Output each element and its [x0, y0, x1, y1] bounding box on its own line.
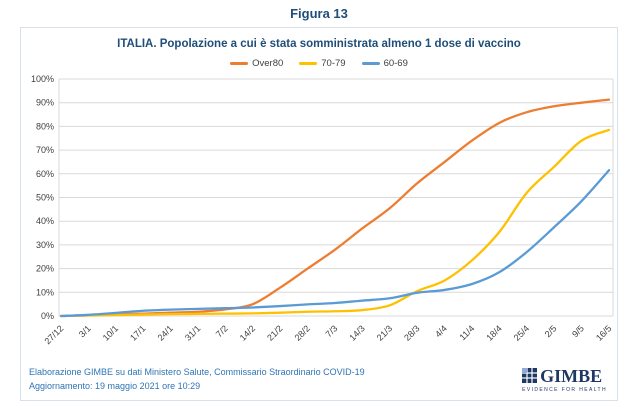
- source-line: Elaborazione GIMBE su dati Ministero Sal…: [29, 367, 365, 377]
- legend-item-over80: Over80: [230, 58, 283, 69]
- vaccination-line-chart: 0% 10% 20% 30% 40% 50% 60% 70% 80% 90% 100% 27/12 3/…: [31, 74, 614, 346]
- y-axis-label: 60%: [36, 169, 54, 179]
- x-axis-label: 14/3: [347, 323, 366, 342]
- legend-swatch-70-79: [299, 62, 318, 65]
- y-axis-label: 30%: [36, 240, 54, 250]
- series-line-70-79: [59, 128, 611, 318]
- y-axis-label: 90%: [36, 98, 54, 108]
- y-axis-label: 10%: [36, 287, 54, 297]
- legend-label-over80: Over80: [252, 58, 284, 69]
- legend-label-60-69: 60-69: [383, 58, 408, 69]
- x-axis-label: 17/1: [128, 323, 147, 342]
- gimbe-logo-icon: [522, 368, 538, 383]
- chart-footer: Elaborazione GIMBE su dati Ministero Sal…: [29, 366, 607, 393]
- y-axis-label: 20%: [36, 264, 54, 274]
- gimbe-tagline: EVIDENCE FOR HEALTH: [522, 386, 607, 393]
- x-axis-label: 4/4: [433, 323, 449, 339]
- x-axis-label: 14/2: [238, 323, 257, 342]
- x-axis-label: 21/2: [265, 323, 284, 342]
- x-axis-label: 11/4: [457, 323, 476, 342]
- x-axis-label: 21/3: [375, 323, 394, 342]
- y-axis-label: 100%: [31, 74, 54, 84]
- x-axis-label: 31/1: [183, 323, 202, 342]
- x-axis-label: 18/4: [484, 323, 503, 342]
- gimbe-logo: GIMBE EVIDENCE FOR HEALTH: [522, 367, 607, 393]
- y-axis-label: 40%: [36, 216, 54, 226]
- chart-title: ITALIA. Popolazione a cui è stata sommin…: [117, 38, 521, 50]
- y-axis-label: 0%: [41, 311, 54, 321]
- x-axis-label: 2/5: [543, 323, 559, 339]
- source-note: Elaborazione GIMBE su dati Ministero Sal…: [29, 366, 365, 393]
- x-axis-label: 10/1: [101, 323, 120, 342]
- update-line: Aggiornamento: 19 maggio 2021 ore 10:29: [29, 380, 201, 391]
- x-axis-label: 27/12: [42, 323, 65, 346]
- gimbe-wordmark: GIMBE: [540, 365, 603, 386]
- y-axis-label: 80%: [36, 121, 54, 131]
- x-axis-label: 28/2: [293, 323, 312, 342]
- x-axis-label: 24/1: [156, 323, 175, 342]
- chart-card: ITALIA. Popolazione a cui è stata sommin…: [20, 27, 618, 401]
- x-axis-label: 7/2: [214, 323, 230, 339]
- legend-item-70-79: 70-79: [299, 58, 346, 69]
- x-axis-label: 3/1: [77, 323, 93, 339]
- figure-title: Figura 13: [290, 6, 348, 21]
- x-axis-label: 9/5: [570, 323, 586, 339]
- chart-legend: Over80 70-79 60-69: [21, 58, 617, 69]
- legend-item-60-69: 60-69: [361, 58, 408, 69]
- x-axis-label: 16/5: [594, 323, 613, 342]
- legend-label-70-79: 70-79: [321, 58, 346, 69]
- legend-swatch-over80: [230, 62, 249, 65]
- y-axis-label: 70%: [36, 145, 54, 155]
- x-axis-label: 7/3: [323, 323, 339, 339]
- series-line-over80: [59, 98, 611, 318]
- x-axis-label: 25/4: [512, 323, 531, 342]
- y-axis-label: 50%: [36, 193, 54, 203]
- legend-swatch-60-69: [361, 62, 380, 65]
- x-axis-label: 28/3: [402, 323, 421, 342]
- series-line-60-69: [59, 169, 611, 318]
